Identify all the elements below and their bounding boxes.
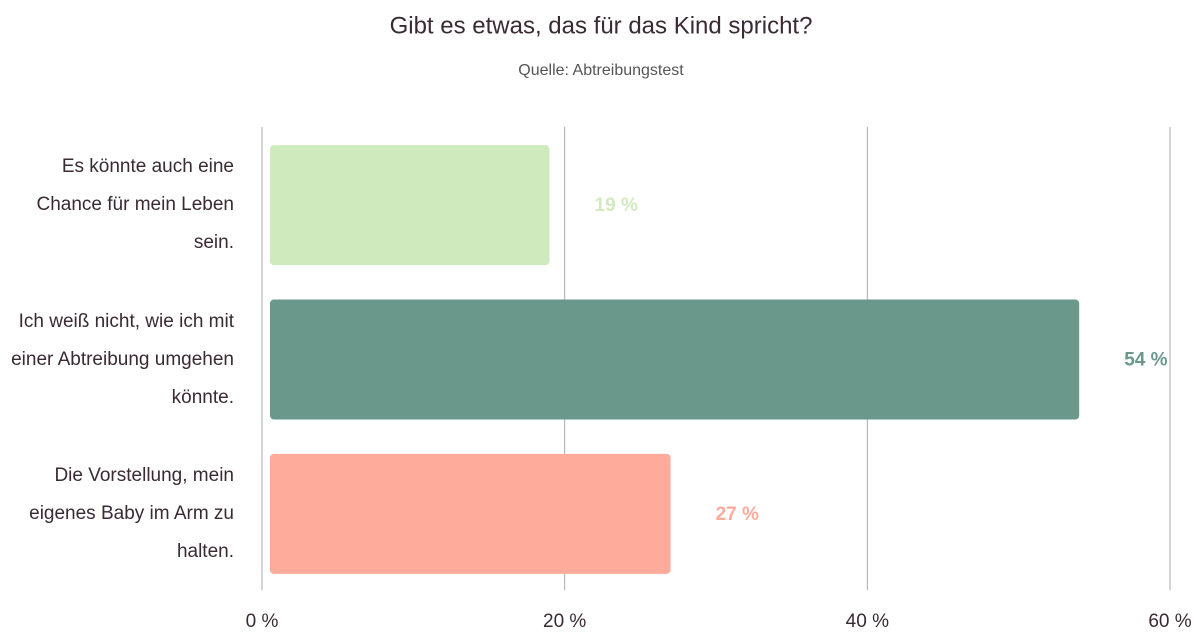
x-tick-label: 40 % xyxy=(846,611,889,632)
value-label: 54 % xyxy=(1124,350,1167,371)
category-label: Es könnte auch eine Chance für mein Lebe… xyxy=(36,156,234,254)
category-label: Die Vorstellung, mein eigenes Baby im Ar… xyxy=(29,464,234,562)
bar xyxy=(270,299,1080,420)
x-tick-label: 20 % xyxy=(543,611,586,632)
category-label: Ich weiß nicht, wie ich mit einer Abtrei… xyxy=(11,310,234,408)
chart-title: Gibt es etwas, das für das Kind spricht? xyxy=(390,12,813,39)
value-label: 19 % xyxy=(595,195,638,216)
x-tick-label: 0 % xyxy=(246,611,279,632)
x-tick-label: 60 % xyxy=(1148,611,1191,632)
bar xyxy=(270,453,671,574)
value-label: 27 % xyxy=(716,504,759,525)
chart-subtitle: Quelle: Abtreibungstest xyxy=(518,62,684,79)
bar xyxy=(270,145,550,266)
